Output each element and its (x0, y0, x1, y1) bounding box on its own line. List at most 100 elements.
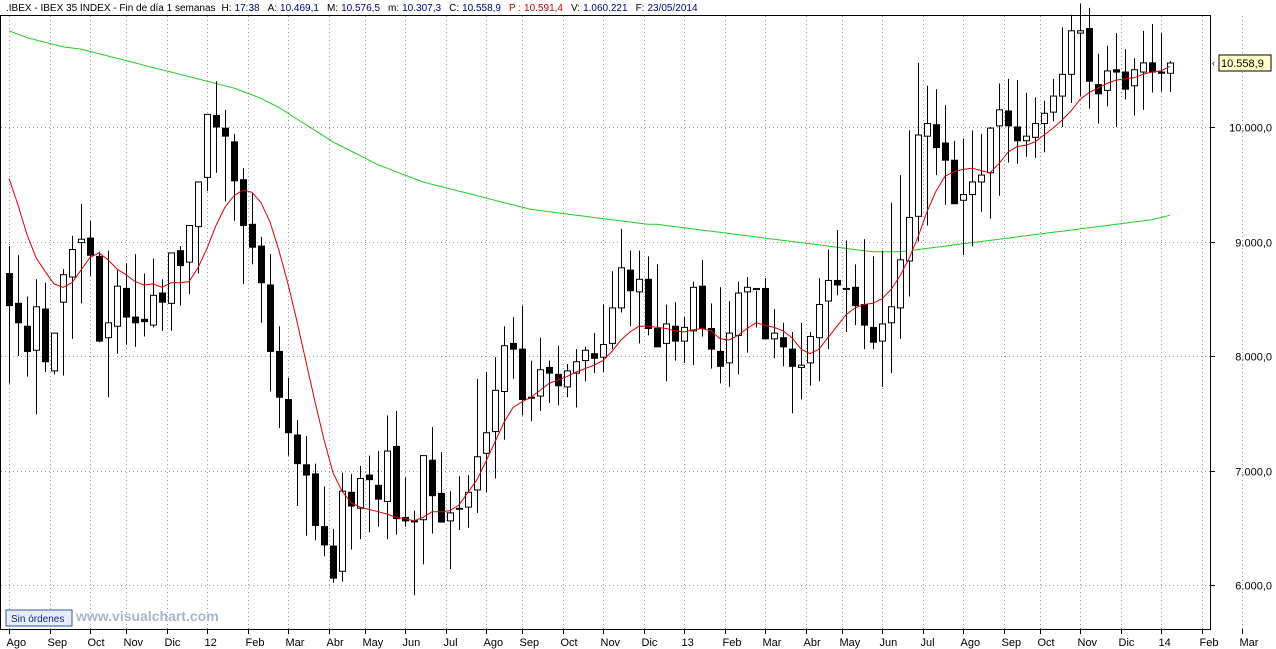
x-tick-label: May (840, 637, 861, 649)
header-label: F: (636, 3, 645, 14)
candle-bull (1041, 100, 1048, 153)
candle-bear (834, 230, 841, 296)
candle-body (609, 307, 616, 344)
candle-bull (384, 415, 391, 540)
candle-body (141, 318, 148, 323)
candle-body (375, 484, 382, 500)
candle-body (906, 216, 913, 262)
candle-body (132, 316, 139, 324)
grid (1, 16, 1243, 629)
candle-body (582, 349, 589, 362)
header-value: 17:38 (235, 3, 260, 14)
candle-bull (915, 62, 922, 242)
candle-bear (393, 410, 400, 535)
candle-bull (897, 175, 904, 339)
header-label: C: (449, 3, 459, 14)
candle-bear (852, 264, 859, 326)
header-label: V: (571, 3, 580, 14)
candle-bull (1140, 30, 1147, 110)
sma-slow-path (8, 30, 1171, 253)
candle-body (942, 142, 949, 161)
candle-bull (186, 224, 193, 295)
candle-bear (249, 193, 256, 265)
candle-body (294, 434, 301, 465)
last-price-label: 10.558,9 (1221, 58, 1264, 70)
candle-bear (933, 89, 940, 176)
candle-body (330, 545, 337, 579)
candle-bull (78, 203, 85, 304)
candle-body (159, 292, 166, 303)
candle-bear (348, 473, 355, 550)
candle-body (879, 323, 886, 342)
header-value: 10.576,5 (341, 3, 380, 14)
candle-bear (312, 463, 319, 541)
candle-body (357, 478, 364, 509)
candle-body (150, 294, 157, 326)
candle-body (924, 123, 931, 137)
candle-body (960, 194, 967, 201)
candle-bull (1167, 61, 1174, 92)
candle-bear (159, 279, 166, 331)
x-tick-label: Oct (561, 637, 578, 649)
x-tick-label: Dic (642, 637, 658, 649)
sma-slow-line (8, 30, 1171, 253)
candle-bull (843, 240, 850, 332)
candle-bear (438, 452, 445, 523)
orders-button[interactable] (5, 609, 73, 627)
candle-body (1158, 71, 1165, 74)
candle-bull (114, 268, 121, 354)
candle-bull (69, 235, 76, 339)
orders-control[interactable]: Sin órdenes (5, 609, 73, 627)
candle-body (870, 326, 877, 343)
x-tick-label: Feb (1200, 637, 1219, 649)
candle-bull (60, 268, 67, 376)
candle-body (123, 287, 130, 318)
candle-bull (879, 250, 886, 387)
candle-body (1041, 112, 1048, 125)
candle-bull (1068, 14, 1075, 103)
candle-body (501, 345, 508, 392)
candle-body (600, 344, 607, 358)
candle-bear (267, 254, 274, 392)
candle-body (420, 455, 427, 521)
candle-bull (357, 465, 364, 540)
x-tick-label: Sep (520, 637, 540, 649)
candle-bull (807, 331, 814, 386)
candle-bull (168, 252, 175, 331)
x-tick-label: Abr (327, 637, 344, 649)
candle-body (834, 279, 841, 286)
candle-body (1032, 123, 1039, 138)
candle-body (177, 250, 184, 267)
candle-body (1068, 30, 1075, 75)
candle-bear (258, 236, 265, 323)
candle-body (267, 284, 274, 352)
candle-body (222, 127, 229, 137)
candle-body (861, 303, 868, 326)
candle-bull (924, 85, 931, 226)
candle-body (492, 389, 499, 433)
candle-body (366, 474, 373, 481)
candle-body (843, 287, 850, 290)
candle-body (438, 492, 445, 523)
candle-body (456, 507, 463, 510)
candle-body (33, 306, 40, 351)
candle-body (240, 179, 247, 226)
candle-bear (762, 278, 769, 340)
candle-bear (222, 109, 229, 202)
orders-button-label[interactable]: Sin órdenes (11, 614, 64, 625)
x-tick-label: Oct (1038, 637, 1055, 649)
candle-bull (573, 349, 580, 408)
candle-bear (717, 287, 724, 384)
x-tick-label: Sep (48, 637, 68, 649)
candle-body (114, 285, 121, 327)
candle-body (636, 278, 643, 293)
candle-body (654, 328, 661, 348)
candle-body (60, 274, 67, 303)
x-tick-label: Oct (88, 637, 105, 649)
candle-bull (204, 113, 211, 192)
candle-bear (24, 296, 31, 377)
candle-body (816, 303, 823, 339)
candle-bull (456, 476, 463, 531)
candle-bull (582, 346, 589, 382)
